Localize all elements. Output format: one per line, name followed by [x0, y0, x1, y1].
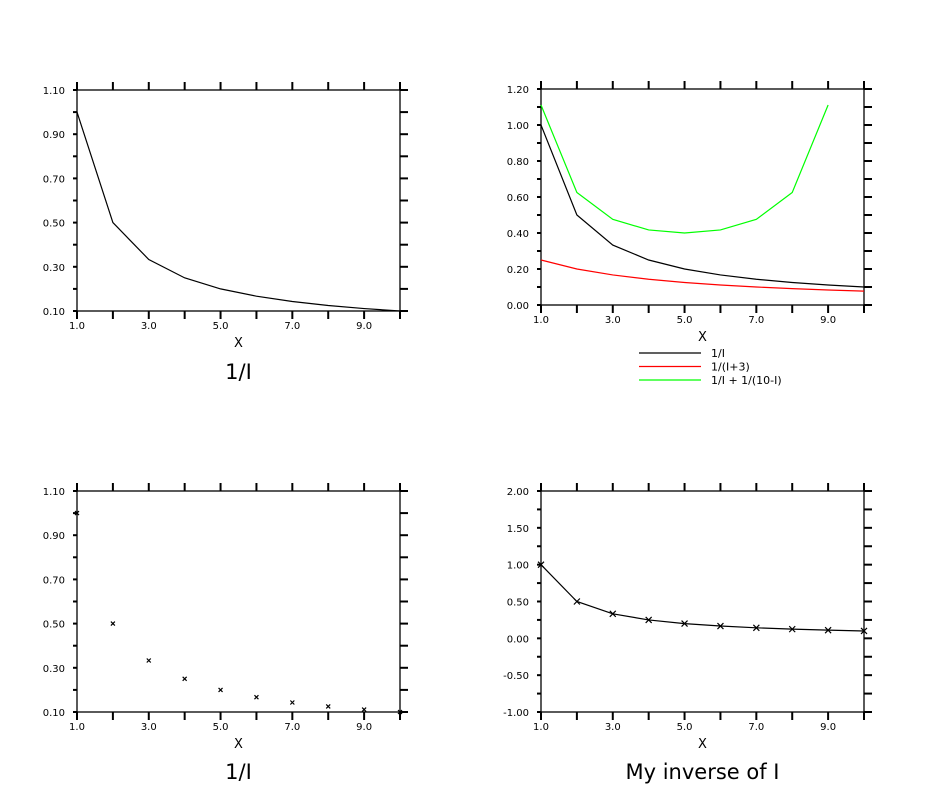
y-tick-label: 0.60 [507, 193, 529, 204]
y-tick-label: 0.30 [43, 664, 65, 675]
data-point-marker [325, 704, 331, 709]
data-point-marker [681, 620, 688, 628]
x-tick-label: 1.0 [533, 722, 549, 733]
x-tick-label: 3.0 [605, 722, 621, 733]
x-tick-label: 7.0 [748, 315, 764, 326]
y-tick-label: 0.00 [507, 301, 529, 312]
y-tick-label: 0.40 [507, 229, 529, 240]
legend-label: 1/(I+3) [711, 361, 750, 374]
x-axis-label: X [234, 737, 243, 752]
y-tick-label: 1.50 [507, 524, 529, 535]
data-point-marker [182, 676, 188, 682]
series-line-3 [540, 104, 829, 234]
series-line-1 [76, 111, 401, 312]
data-point-marker [824, 626, 832, 634]
chart-title: 1/I [225, 760, 252, 784]
y-tick-label: 0.10 [43, 307, 65, 318]
chart-panel-4: 1.0 3.0 5.0 7.0 9.0 -1.00 -0.50 0.00 0.50 1.00 1.5… [503, 483, 872, 784]
x-tick-label: 7.0 [748, 722, 764, 733]
plot-frame [540, 490, 865, 713]
chart-panel-2: 1.0 3.0 5.0 7.0 9.0 0.00 0.20 0.40 0.60 0.80 1.00 1… [507, 81, 872, 387]
data-point-marker [717, 622, 724, 630]
y-tick-label: 0.80 [507, 157, 529, 168]
data-point-marker [110, 621, 116, 627]
x-tick-label: 1.0 [69, 722, 85, 733]
data-point-marker [74, 510, 80, 516]
chart-title: My inverse of I [626, 760, 780, 784]
data-point-marker [788, 625, 796, 633]
data-point-marker [146, 658, 152, 663]
data-point-marker [289, 700, 295, 705]
x-tick-label: 1.0 [533, 315, 549, 326]
y-tick-label: 0.50 [507, 598, 529, 609]
y-tick-label: 0.70 [43, 174, 65, 185]
x-tick-label: 5.0 [213, 722, 229, 733]
data-point-marker [645, 616, 653, 624]
data-point-marker [537, 561, 545, 569]
y-tick-label: 0.30 [43, 263, 65, 274]
data-point-marker [361, 707, 367, 712]
data-point-marker [573, 598, 581, 605]
chart-panel-3: 1.0 3.0 5.0 7.0 9.0 0.10 0.30 0.50 0.70 0.90 1.10 X… [43, 483, 408, 784]
x-tick-label: 3.0 [141, 722, 157, 733]
y-tick-label: 0.00 [507, 634, 529, 645]
y-tick-label: -0.50 [503, 671, 529, 682]
y-tick-label: 1.10 [43, 487, 65, 498]
x-tick-label: 5.0 [677, 315, 693, 326]
plot-frame [76, 89, 401, 312]
legend-label: 1/I [711, 347, 725, 360]
x-tick-label: 7.0 [284, 722, 300, 733]
y-tick-label: 0.70 [43, 575, 65, 586]
x-axis-label: X [698, 737, 707, 752]
y-tick-label: -1.00 [503, 708, 529, 719]
x-tick-label: 7.0 [284, 321, 300, 332]
chart-title: 1/I [225, 360, 252, 384]
x-axis-label: X [234, 336, 243, 351]
y-tick-label: 1.00 [507, 121, 529, 132]
y-tick-label: 0.50 [43, 219, 65, 230]
plot-frame [540, 88, 865, 306]
x-axis-label: X [698, 330, 707, 345]
x-tick-label: 9.0 [820, 315, 836, 326]
y-tick-label: 1.10 [43, 86, 65, 97]
x-tick-label: 5.0 [213, 321, 229, 332]
x-tick-label: 3.0 [141, 321, 157, 332]
data-point-marker [609, 610, 617, 618]
x-tick-label: 9.0 [820, 722, 836, 733]
x-tick-label: 9.0 [356, 321, 372, 332]
x-tick-label: 1.0 [69, 321, 85, 332]
x-tick-label: 3.0 [605, 315, 621, 326]
legend-label: 1/I + 1/(10-I) [711, 374, 782, 387]
series-line-1 [540, 124, 865, 288]
data-point-marker [860, 627, 868, 635]
y-tick-label: 2.00 [507, 487, 529, 498]
data-point-marker [218, 687, 223, 693]
data-point-marker [397, 709, 403, 715]
data-point-marker [752, 624, 760, 632]
y-tick-label: 1.00 [507, 561, 529, 572]
series-line-2 [540, 259, 865, 292]
x-tick-label: 9.0 [356, 722, 372, 733]
x-tick-label: 5.0 [677, 722, 693, 733]
y-tick-label: 0.90 [43, 130, 65, 141]
data-point-marker [254, 694, 259, 700]
y-tick-label: 1.20 [507, 85, 529, 96]
y-tick-label: 0.90 [43, 531, 65, 542]
series-line-1 [540, 564, 865, 632]
y-tick-label: 0.20 [507, 265, 529, 276]
y-tick-label: 0.50 [43, 620, 65, 631]
chart-panel-1: 1.0 3.0 5.0 7.0 9.0 0.10 0.30 0.50 0.70 0.90 1.10 X… [43, 82, 408, 384]
y-tick-label: 0.10 [43, 708, 65, 719]
plot-frame [76, 490, 401, 713]
